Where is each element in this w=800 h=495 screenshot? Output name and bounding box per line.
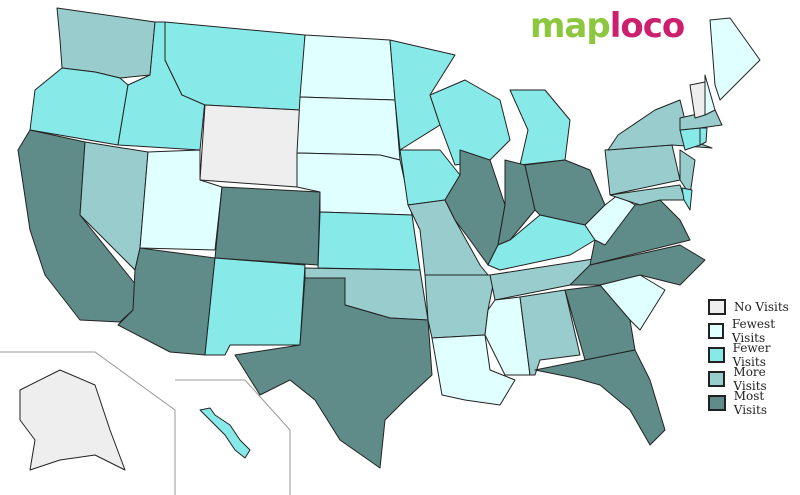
- state-oh[interactable]: [524, 159, 606, 226]
- legend-label: Most Visits: [733, 389, 768, 417]
- state-ak[interactable]: [19, 369, 126, 471]
- state-wy[interactable]: [199, 104, 301, 188]
- legend-label: Fewest Visits: [731, 317, 776, 345]
- state-mt[interactable]: [164, 21, 306, 111]
- legend-item-more: More Visits: [708, 365, 800, 393]
- legend: No Visits Fewest Visits Fewer Visits Mor…: [708, 295, 800, 417]
- state-or[interactable]: [29, 67, 129, 146]
- legend-item-none: No Visits: [708, 295, 800, 319]
- state-fl[interactable]: [534, 349, 666, 446]
- state-hi[interactable]: [199, 407, 251, 459]
- state-co[interactable]: [214, 186, 321, 266]
- maploco-logo: maploco: [530, 6, 686, 46]
- state-vt[interactable]: [689, 81, 706, 119]
- alaska-inset-border: [0, 351, 176, 495]
- state-md[interactable]: [609, 184, 686, 206]
- state-nc[interactable]: [569, 244, 706, 286]
- legend-swatch: [708, 323, 724, 339]
- legend-label: No Visits: [734, 300, 789, 314]
- state-sd[interactable]: [296, 96, 401, 161]
- logo-map: map: [530, 6, 611, 46]
- legend-swatch: [708, 371, 726, 387]
- logo-loco: loco: [609, 6, 686, 46]
- state-wi[interactable]: [429, 79, 511, 166]
- state-la[interactable]: [431, 334, 516, 406]
- legend-item-most: Most Visits: [708, 389, 800, 417]
- legend-swatch: [708, 395, 726, 411]
- state-wv[interactable]: [584, 194, 636, 246]
- state-wa[interactable]: [56, 7, 156, 79]
- legend-swatch: [708, 299, 726, 315]
- legend-label: More Visits: [733, 365, 767, 393]
- legend-item-fewest: Fewest Visits: [708, 317, 800, 345]
- state-nm[interactable]: [204, 257, 306, 356]
- state-tx[interactable]: [234, 277, 433, 469]
- state-il[interactable]: [444, 149, 506, 266]
- state-me[interactable]: [709, 17, 761, 101]
- state-nd[interactable]: [299, 34, 396, 101]
- legend-label: Fewer Visits: [732, 341, 771, 369]
- state-nh[interactable]: [704, 74, 716, 116]
- legend-item-fewer: Fewer Visits: [708, 341, 800, 369]
- state-ri[interactable]: [699, 127, 708, 146]
- state-ks[interactable]: [317, 211, 421, 271]
- state-mi[interactable]: [509, 89, 571, 166]
- hawaii-inset-border: [175, 379, 291, 495]
- state-de[interactable]: [681, 187, 693, 211]
- state-ar[interactable]: [424, 274, 496, 339]
- legend-swatch: [708, 347, 725, 363]
